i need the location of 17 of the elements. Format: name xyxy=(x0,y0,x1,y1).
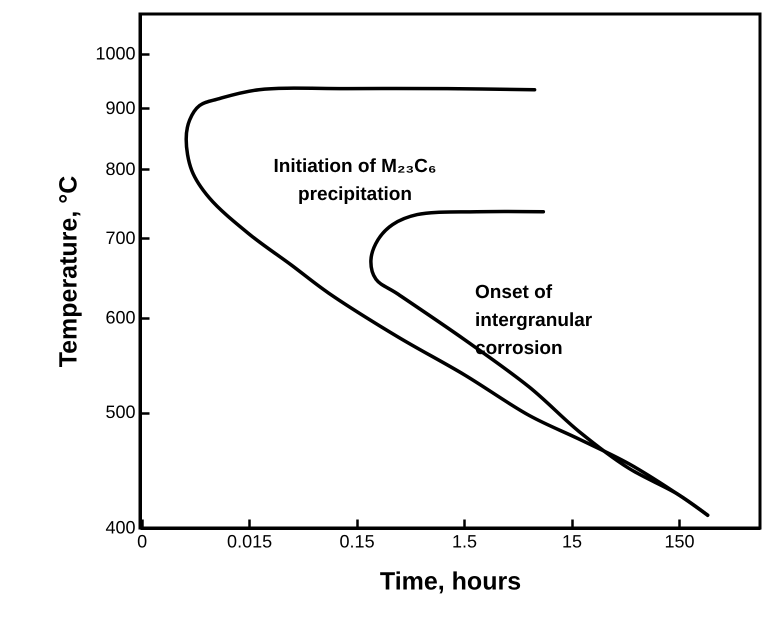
y-tick-label: 1000 xyxy=(95,43,136,64)
y-tick-label: 800 xyxy=(105,158,136,179)
x-tick-label: 1.5 xyxy=(452,532,478,552)
y-axis-title: Temperature, °C xyxy=(54,176,82,368)
x-tick-label: 150 xyxy=(664,532,695,552)
annotation: Initiation of M₂₃C₆ precipitation xyxy=(273,156,437,205)
y-tick-label: 400 xyxy=(105,518,136,538)
x-tick-label: 0.15 xyxy=(340,532,375,552)
x-axis-title: Time, hours xyxy=(380,568,522,596)
y-tick-label: 900 xyxy=(105,98,136,118)
x-tick-label: 0 xyxy=(137,532,148,552)
y-tick-label: 600 xyxy=(105,308,136,328)
y-tick-label: 700 xyxy=(105,228,136,248)
x-tick-label: 15 xyxy=(562,532,582,552)
x-tick-label: 0.015 xyxy=(227,532,272,552)
y-tick-label: 500 xyxy=(105,402,136,422)
annotation: Onset of intergranular corrosion xyxy=(475,282,593,359)
